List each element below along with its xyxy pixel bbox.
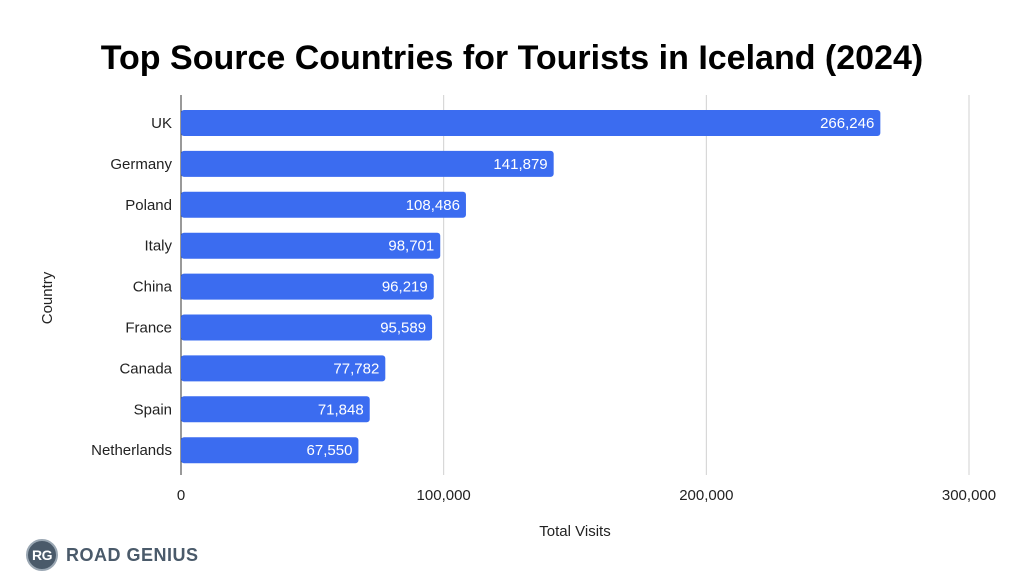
bar [181,314,433,341]
category-label: Poland [125,197,172,214]
category-label: Italy [144,238,172,255]
category-label: Canada [119,360,172,377]
chart-title: Top Source Countries for Tourists in Ice… [100,39,924,77]
data-label: 77,782 [333,360,379,377]
bar [181,191,466,218]
x-tick-label: 200,000 [679,487,733,504]
x-tick-label: 0 [177,487,185,504]
category-label: Netherlands [91,442,172,459]
data-label: 71,848 [318,401,364,418]
bars [181,110,881,464]
data-label: 266,246 [820,115,874,132]
category-label: Spain [134,401,172,418]
x-tick-label: 100,000 [417,487,471,504]
x-axis-label: Total Visits [539,523,610,540]
y-axis-label: Country [39,271,56,324]
data-label: 108,486 [406,197,460,214]
brand-name: ROAD GENIUS [66,544,199,565]
bar [181,355,386,382]
category-label: Germany [110,156,172,173]
category-label: France [125,320,172,337]
data-label: 67,550 [307,442,353,459]
category-label: UK [151,115,172,132]
bar [181,396,370,423]
x-tick-label: 300,000 [942,487,996,504]
labels: 0 100,000 200,000 300,000 UK 266,246 Germany 14… [91,115,996,504]
brand-badge-icon: RG [26,539,58,571]
data-label: 95,589 [380,320,426,337]
data-label: 96,219 [382,279,428,296]
data-label: 141,879 [493,156,547,173]
bar [181,232,441,259]
brand-logo: RG ROAD GENIUS [26,538,199,572]
bar [181,110,881,136]
bar [181,273,434,300]
bar [181,150,554,177]
category-label: China [133,279,173,296]
data-label: 98,701 [388,238,434,255]
bar [181,437,359,464]
